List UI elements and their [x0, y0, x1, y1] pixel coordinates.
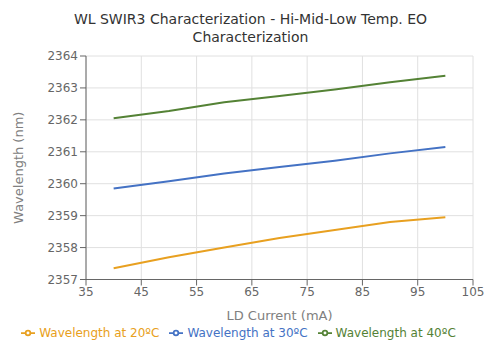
svg-text:35: 35	[78, 285, 93, 299]
svg-text:45: 45	[134, 285, 149, 299]
svg-text:Wavelength (nm): Wavelength (nm)	[11, 112, 26, 224]
svg-text:2359: 2359	[47, 209, 78, 223]
svg-text:105: 105	[462, 285, 485, 299]
svg-text:2362: 2362	[47, 113, 78, 127]
svg-text:85: 85	[355, 285, 370, 299]
svg-text:2358: 2358	[47, 241, 78, 255]
svg-text:2361: 2361	[47, 145, 78, 159]
html-text:Wavelength at 40ºC: Wavelength at 40ºC	[335, 325, 456, 340]
html-text:Wavelength at 30ºC: Wavelength at 30ºC	[187, 325, 308, 340]
svg-text:55: 55	[189, 285, 204, 299]
svg-text:LD Current (mA): LD Current (mA)	[226, 308, 332, 323]
html-text:Wavelength at 20ºC: Wavelength at 20ºC	[39, 325, 160, 340]
html-text:Characterization: Characterization	[192, 29, 309, 45]
svg-text:65: 65	[244, 285, 259, 299]
svg-text:2363: 2363	[47, 81, 78, 95]
svg-text:2360: 2360	[47, 177, 78, 191]
svg-text:95: 95	[410, 285, 425, 299]
svg-text:75: 75	[300, 285, 315, 299]
html-text:WL SWIR3 Characterization - Hi: WL SWIR3 Characterization - Hi-Mid-Low T…	[73, 11, 428, 27]
svg-text:2357: 2357	[47, 273, 78, 287]
svg-text:2364: 2364	[47, 49, 78, 63]
